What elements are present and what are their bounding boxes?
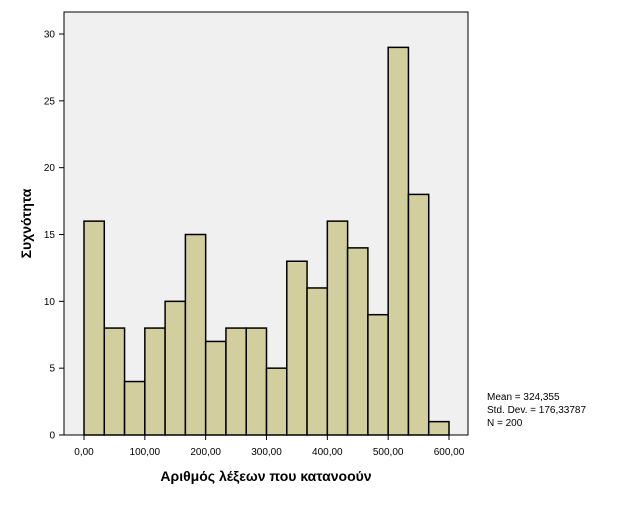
x-tick-label: 100,00 bbox=[130, 447, 161, 458]
y-tick-label: 25 bbox=[44, 96, 56, 107]
y-axis-title: Συχνότητα bbox=[18, 188, 34, 258]
histogram-bar bbox=[387, 46, 410, 436]
histogram-bar bbox=[245, 327, 268, 436]
bars-layer bbox=[83, 46, 450, 436]
y-tick-label: 0 bbox=[49, 431, 55, 442]
stats-line: Mean = 324,355 bbox=[487, 392, 560, 403]
x-tick-label: 400,00 bbox=[312, 447, 343, 458]
histogram-bar bbox=[164, 300, 187, 436]
histogram-bar bbox=[265, 367, 288, 436]
stats-box: Mean = 324,355 Std. Dev. = 176,33787 N = 2… bbox=[487, 392, 586, 429]
y-tick-label: 15 bbox=[44, 230, 56, 241]
histogram-bar bbox=[225, 327, 247, 436]
x-axis-title: Αριθμός λέξεων που κατανοούν bbox=[160, 468, 371, 484]
x-tick-label: 0,00 bbox=[74, 447, 94, 458]
histogram-bar bbox=[306, 287, 329, 436]
x-tick-label: 200,00 bbox=[190, 447, 221, 458]
histogram-bar bbox=[286, 260, 308, 436]
histogram-bar bbox=[144, 327, 166, 436]
y-tick-label: 30 bbox=[44, 30, 56, 41]
stats-line: Std. Dev. = 176,33787 bbox=[487, 405, 586, 416]
histogram-bar bbox=[326, 220, 349, 436]
histogram-bar bbox=[184, 233, 207, 436]
histogram-bar bbox=[83, 220, 106, 436]
histogram-bar bbox=[407, 193, 430, 436]
x-tick-label: 300,00 bbox=[251, 447, 282, 458]
histogram-bar bbox=[346, 247, 369, 436]
histogram-bar bbox=[427, 420, 450, 436]
histogram-bar bbox=[204, 340, 227, 436]
histogram-bar bbox=[367, 313, 389, 436]
y-tick-label: 5 bbox=[49, 364, 55, 375]
x-tick-label: 500,00 bbox=[373, 447, 404, 458]
x-tick-label: 600,00 bbox=[434, 447, 465, 458]
stats-line: N = 200 bbox=[487, 418, 523, 429]
y-tick-label: 20 bbox=[44, 163, 56, 174]
histogram-bar bbox=[123, 380, 146, 436]
histogram-bar bbox=[103, 327, 126, 436]
y-tick-label: 10 bbox=[44, 297, 56, 308]
